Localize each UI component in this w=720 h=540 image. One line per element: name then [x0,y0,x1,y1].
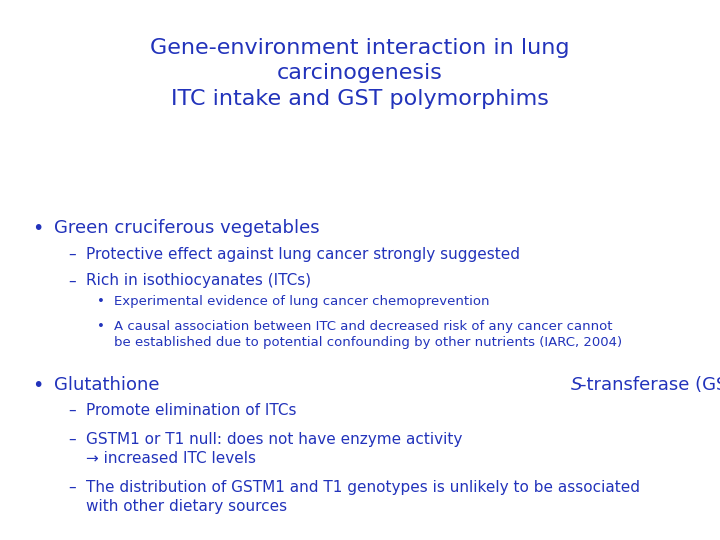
Text: –: – [68,273,76,288]
Text: -transferase (GSTs): -transferase (GSTs) [580,376,720,394]
Text: Glutathione: Glutathione [54,376,166,394]
Text: Protective effect against lung cancer strongly suggested: Protective effect against lung cancer st… [86,247,521,262]
Text: –: – [68,403,76,418]
Text: Rich in isothiocyanates (ITCs): Rich in isothiocyanates (ITCs) [86,273,312,288]
Text: Promote elimination of ITCs: Promote elimination of ITCs [86,403,297,418]
Text: •: • [32,376,44,395]
Text: A causal association between ITC and decreased risk of any cancer cannot
be esta: A causal association between ITC and dec… [114,320,622,349]
Text: –: – [68,432,76,447]
Text: The distribution of GSTM1 and T1 genotypes is unlikely to be associated
with oth: The distribution of GSTM1 and T1 genotyp… [86,480,640,514]
Text: –: – [68,480,76,495]
Text: GSTM1 or T1 null: does not have enzyme activity
→ increased ITC levels: GSTM1 or T1 null: does not have enzyme a… [86,432,463,466]
Text: –: – [68,247,76,262]
Text: •: • [32,219,44,238]
Text: •: • [97,295,105,308]
Text: S: S [571,376,582,394]
Text: Gene-environment interaction in lung
carcinogenesis
ITC intake and GST polymorph: Gene-environment interaction in lung car… [150,38,570,109]
Text: Green cruciferous vegetables: Green cruciferous vegetables [54,219,320,237]
Text: Experimental evidence of lung cancer chemoprevention: Experimental evidence of lung cancer che… [114,295,490,308]
Text: •: • [97,320,105,333]
